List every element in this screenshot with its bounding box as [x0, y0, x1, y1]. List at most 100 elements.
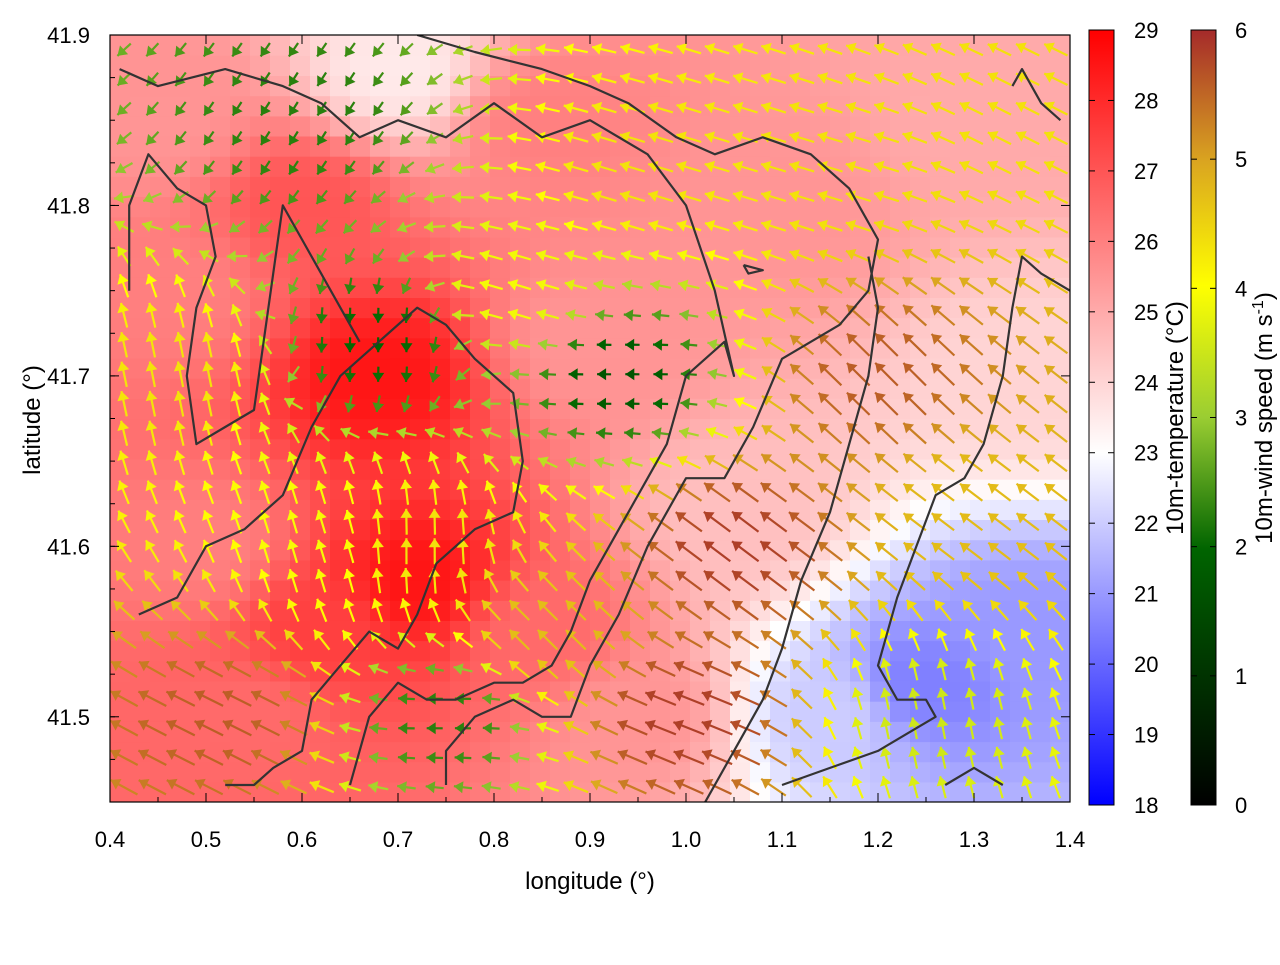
- temperature-cell: [750, 580, 771, 601]
- temperature-cell: [370, 762, 391, 783]
- temperature-cell: [170, 55, 191, 76]
- temperature-cell: [970, 499, 991, 520]
- temperature-cell: [870, 398, 891, 419]
- temperature-cell: [410, 762, 431, 783]
- temperature-cell: [350, 419, 371, 440]
- temperature-cell: [850, 55, 871, 76]
- temperature-cell: [430, 580, 451, 601]
- wind-label-main: 10m-wind speed (m s: [1251, 314, 1278, 543]
- wind-tick-label: 4: [1235, 276, 1247, 301]
- temperature-cell: [590, 338, 611, 359]
- temperature-cell: [310, 580, 331, 601]
- plot-area: [110, 35, 1071, 803]
- temperature-cell: [270, 641, 291, 662]
- y-tick-label: 41.7: [47, 364, 90, 389]
- temperature-cell: [490, 35, 511, 56]
- temperature-cell: [350, 439, 371, 460]
- wind-tick-label: 1: [1235, 664, 1247, 689]
- temperature-cell: [890, 398, 911, 419]
- temperature-cell: [630, 318, 651, 339]
- temperature-cell: [130, 519, 151, 540]
- temperature-cell: [770, 176, 791, 197]
- temperature-cell: [830, 479, 851, 500]
- temperature-cell: [970, 197, 991, 218]
- temperature-cell: [1030, 55, 1051, 76]
- temperature-cell: [1050, 318, 1071, 339]
- temperature-field: [110, 35, 1071, 803]
- temperature-cell: [230, 398, 251, 419]
- temperature-cell: [510, 257, 531, 278]
- temperature-cell: [950, 681, 971, 702]
- temperature-tick-label: 21: [1134, 582, 1158, 607]
- temperature-cell: [350, 237, 371, 258]
- temperature-tick-label: 29: [1134, 18, 1158, 43]
- temperature-cell: [350, 540, 371, 561]
- temperature-cell: [910, 338, 931, 359]
- temperature-cell: [330, 459, 351, 480]
- temperature-cell: [530, 277, 551, 298]
- temperature-cell: [570, 257, 591, 278]
- temperature-cell: [990, 580, 1011, 601]
- x-tick-label: 0.6: [287, 827, 318, 852]
- temperature-cell: [910, 96, 931, 117]
- temperature-tick-label: 25: [1134, 300, 1158, 325]
- temperature-cell: [1030, 217, 1051, 238]
- temperature-cell: [130, 297, 151, 318]
- temperature-cell: [810, 701, 831, 722]
- temperature-cell: [510, 762, 531, 783]
- temperature-cell: [830, 681, 851, 702]
- temperature-cell: [550, 580, 571, 601]
- temperature-cell: [630, 257, 651, 278]
- temperature-cell: [490, 257, 511, 278]
- temperature-cell: [490, 782, 511, 803]
- temperature-cell: [410, 641, 431, 662]
- temperature-cell: [1010, 580, 1031, 601]
- temperature-cell: [290, 762, 311, 783]
- temperature-cell: [970, 560, 991, 581]
- temperature-cell: [290, 176, 311, 197]
- temperature-cell: [410, 338, 431, 359]
- wind-tick-label: 5: [1235, 147, 1247, 172]
- x-tick-label: 1.3: [959, 827, 990, 852]
- temperature-cell: [390, 661, 411, 682]
- temperature-cell: [390, 762, 411, 783]
- temperature-cell: [570, 318, 591, 339]
- temperature-cell: [330, 762, 351, 783]
- temperature-cell: [890, 721, 911, 742]
- temperature-cell: [230, 721, 251, 742]
- temperature-cell: [350, 398, 371, 419]
- temperature-cell: [270, 560, 291, 581]
- temperature-cell: [210, 297, 231, 318]
- temperature-cell: [690, 318, 711, 339]
- temperature-cell: [950, 217, 971, 238]
- temperature-cell: [630, 782, 651, 803]
- temperature-cell: [910, 176, 931, 197]
- temperature-cell: [770, 55, 791, 76]
- temperature-cell: [810, 641, 831, 662]
- temperature-cell: [490, 338, 511, 359]
- temperature-cell: [270, 701, 291, 722]
- temperature-cell: [470, 762, 491, 783]
- temperature-cell: [370, 519, 391, 540]
- temperature-cell: [430, 237, 451, 258]
- temperature-cell: [150, 116, 171, 137]
- temperature-cell: [890, 701, 911, 722]
- temperature-cell: [470, 580, 491, 601]
- temperature-cell: [270, 116, 291, 137]
- temperature-cell: [970, 297, 991, 318]
- temperature-cell: [1010, 701, 1031, 722]
- temperature-cell: [830, 620, 851, 641]
- temperature-cell: [590, 620, 611, 641]
- temperature-cell: [970, 55, 991, 76]
- y-tick-label: 41.8: [47, 193, 90, 218]
- temperature-cell: [110, 701, 131, 722]
- temperature-cell: [910, 358, 931, 379]
- temperature-cell: [950, 580, 971, 601]
- temperature-cell: [530, 762, 551, 783]
- temperature-cell: [150, 237, 171, 258]
- temperature-cell: [610, 318, 631, 339]
- temperature-cell: [250, 701, 271, 722]
- temperature-cell: [410, 701, 431, 722]
- temperature-cell: [550, 762, 571, 783]
- temperature-cell: [150, 701, 171, 722]
